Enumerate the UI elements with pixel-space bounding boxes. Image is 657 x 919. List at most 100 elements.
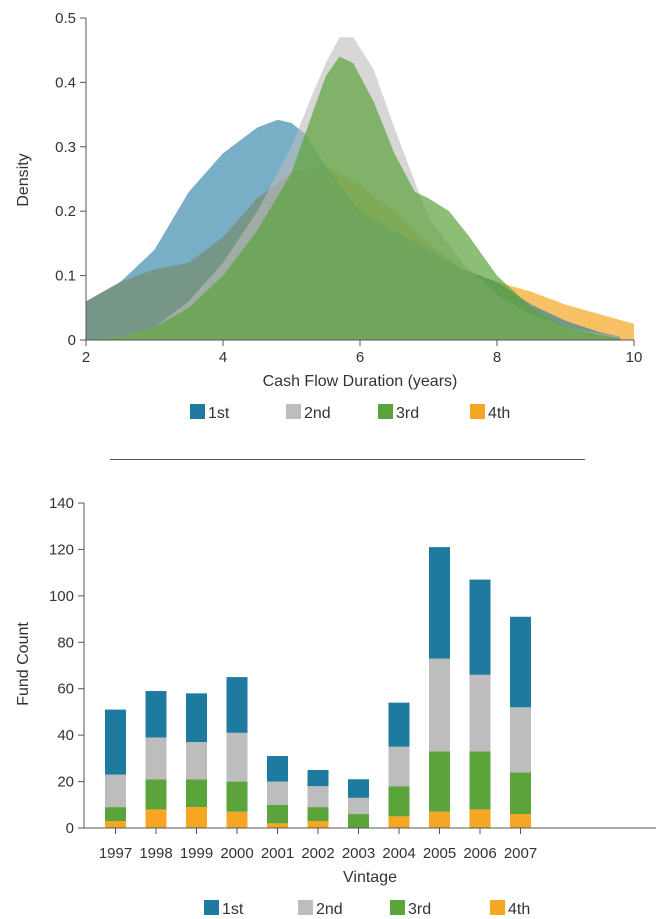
bar-2006-4th	[469, 809, 491, 828]
bar-y-tick-label: 0	[66, 820, 74, 837]
section-divider	[110, 459, 585, 460]
bar-x-tick-label-1999: 1999	[180, 845, 213, 862]
density-x-tick-label: 6	[356, 349, 364, 366]
bar-2005-1st	[429, 547, 450, 659]
bar-legend-label-4th: 4th	[508, 901, 530, 918]
bar-y-tick-label: 60	[57, 681, 74, 698]
bar-2001-3rd	[267, 804, 288, 824]
bar-x-ticks: 1997 1998 1999 2000 2001 2002 2003 2004 2005 2006…	[99, 828, 537, 862]
bar-1997-2nd	[105, 774, 126, 808]
density-y-tick-label: 0.5	[55, 10, 76, 27]
bar-1998-1st	[145, 691, 167, 738]
bar-2001-4th	[267, 823, 288, 828]
bar-x-tick-label-2001: 2001	[261, 845, 294, 862]
bar-x-tick-label-1998: 1998	[139, 845, 172, 862]
bar-2002-1st	[307, 769, 329, 787]
bar-1997-1st	[105, 709, 126, 775]
bar-legend-swatch-2nd	[298, 900, 313, 915]
bar-2005-3rd	[429, 751, 450, 812]
density-legend-label-2nd: 2nd	[304, 405, 331, 422]
bar-2006-1st	[469, 579, 491, 675]
bar-x-tick-label-2006: 2006	[463, 845, 496, 862]
density-legend-label-3rd: 3rd	[396, 405, 419, 422]
bar-2005-4th	[429, 811, 450, 828]
bar-2004-1st	[388, 702, 410, 747]
bar-1998-3rd	[145, 779, 167, 810]
bar-2002-4th	[307, 821, 329, 828]
bar-2006-3rd	[469, 751, 491, 810]
bar-2000-2nd	[226, 732, 248, 782]
bar-1999-2nd	[186, 742, 207, 780]
bar-stacks	[105, 547, 531, 828]
bar-x-axis-title: Vintage	[343, 869, 397, 886]
density-y-tick-label: 0.1	[55, 268, 76, 285]
bar-1997-4th	[105, 821, 126, 828]
bar-2001-2nd	[267, 781, 288, 805]
bar-2007-2nd	[510, 707, 531, 773]
bar-2007-3rd	[510, 772, 531, 815]
bar-2000-3rd	[226, 781, 248, 812]
bar-1998-2nd	[145, 737, 167, 780]
bar-2003-2nd	[348, 797, 369, 815]
bar-legend-swatch-3rd	[390, 900, 405, 915]
density-legend-swatch-2nd	[286, 404, 301, 419]
bar-legend-label-3rd: 3rd	[408, 901, 431, 918]
density-y-tick-label: 0	[68, 332, 76, 349]
density-chart: 0 0.1 0.2 0.3 0.4 0.5 2 4 6 8 10 Cash Flow Durati…	[15, 10, 643, 422]
density-legend-label-1st: 1st	[208, 405, 230, 422]
bar-1999-4th	[186, 807, 207, 828]
density-areas	[86, 37, 634, 341]
bar-2003-3rd	[348, 814, 369, 828]
density-x-axis-title: Cash Flow Duration (years)	[263, 373, 458, 390]
bar-y-ticks: 0 20 40 60 80 100 120 140	[49, 495, 84, 837]
bar-1998-4th	[145, 809, 167, 828]
bar-2004-2nd	[388, 746, 410, 787]
bar-y-tick-label: 140	[49, 495, 74, 512]
bar-legend-swatch-4th	[490, 900, 505, 915]
bar-2002-3rd	[307, 807, 329, 822]
density-area-3rd	[86, 56, 621, 340]
density-legend-label-4th: 4th	[488, 405, 510, 422]
bar-2007-4th	[510, 814, 531, 828]
bar-legend-swatch-1st	[204, 900, 219, 915]
density-x-tick-label: 4	[219, 349, 227, 366]
bar-2004-4th	[388, 816, 410, 828]
density-legend: 1st 2nd 3rd 4th	[190, 404, 510, 422]
bar-2004-3rd	[388, 786, 410, 817]
bar-2000-1st	[226, 677, 248, 733]
density-legend-swatch-3rd	[378, 404, 393, 419]
density-legend-swatch-1st	[190, 404, 205, 419]
bar-x-tick-label-2004: 2004	[382, 845, 415, 862]
bar-y-tick-label: 40	[57, 727, 74, 744]
bar-2003-1st	[348, 779, 369, 798]
density-legend-swatch-4th	[470, 404, 485, 419]
bar-1997-3rd	[105, 807, 126, 822]
density-y-ticks: 0 0.1 0.2 0.3 0.4 0.5	[55, 10, 86, 349]
bar-y-tick-label: 20	[57, 774, 74, 791]
fund-count-chart: 0 20 40 60 80 100 120 140 1997 1998 1999 2000 2001 2…	[15, 495, 656, 918]
bar-x-tick-label-1997: 1997	[99, 845, 132, 862]
bar-x-tick-label-2002: 2002	[301, 845, 334, 862]
bar-x-tick-label-2007: 2007	[504, 845, 537, 862]
bar-legend-label-1st: 1st	[222, 901, 244, 918]
density-x-tick-label: 10	[626, 349, 643, 366]
bar-2000-4th	[226, 811, 248, 828]
bar-2001-1st	[267, 756, 288, 782]
bar-y-tick-label: 120	[49, 541, 74, 558]
bar-x-tick-label-2003: 2003	[342, 845, 375, 862]
bar-1999-1st	[186, 693, 207, 743]
bar-2002-2nd	[307, 786, 329, 808]
bar-y-tick-label: 100	[49, 588, 74, 605]
bar-legend: 1st 2nd 3rd 4th	[204, 900, 530, 918]
density-x-ticks: 2 4 6 8 10	[82, 340, 643, 366]
bar-2007-1st	[510, 616, 531, 708]
density-x-tick-label: 8	[493, 349, 501, 366]
bar-2006-2nd	[469, 674, 491, 752]
density-y-tick-label: 0.2	[55, 203, 76, 220]
bar-y-tick-label: 80	[57, 634, 74, 651]
density-y-tick-label: 0.4	[55, 74, 76, 91]
bar-x-tick-label-2000: 2000	[220, 845, 253, 862]
density-y-tick-label: 0.3	[55, 139, 76, 156]
bar-legend-label-2nd: 2nd	[316, 901, 343, 918]
